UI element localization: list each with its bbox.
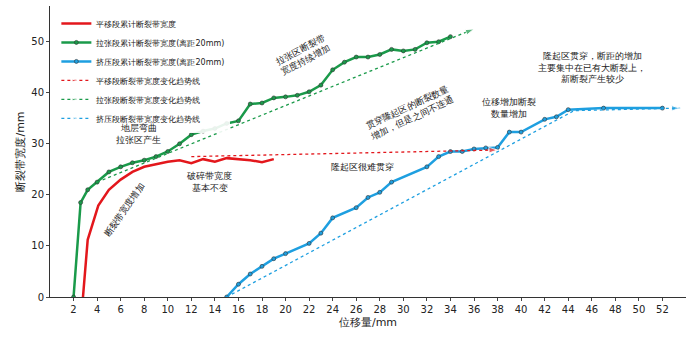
svg-text:断裂带宽度增加: 断裂带宽度增加 bbox=[102, 181, 146, 238]
svg-text:位移增加断裂数量增加: 位移增加断裂数量增加 bbox=[482, 97, 536, 119]
svg-text:24: 24 bbox=[326, 304, 339, 315]
svg-text:10: 10 bbox=[161, 304, 174, 315]
svg-text:34: 34 bbox=[444, 304, 457, 315]
svg-text:6: 6 bbox=[117, 304, 123, 315]
svg-text:22: 22 bbox=[303, 304, 316, 315]
svg-text:20: 20 bbox=[31, 189, 44, 200]
svg-text:40: 40 bbox=[31, 87, 44, 98]
svg-text:8: 8 bbox=[141, 304, 147, 315]
svg-text:30: 30 bbox=[31, 138, 44, 149]
svg-text:平移段累计断裂带宽度: 平移段累计断裂带宽度 bbox=[96, 20, 176, 29]
svg-text:18: 18 bbox=[256, 304, 269, 315]
svg-text:50: 50 bbox=[633, 304, 646, 315]
svg-text:拉张区断裂带宽度持续增加: 拉张区断裂带宽度持续增加 bbox=[274, 33, 332, 78]
svg-text:28: 28 bbox=[373, 304, 386, 315]
svg-text:隆起区很难贯穿: 隆起区很难贯穿 bbox=[331, 162, 394, 172]
svg-text:46: 46 bbox=[585, 304, 598, 315]
svg-text:2: 2 bbox=[70, 304, 76, 315]
svg-text:4: 4 bbox=[94, 304, 100, 315]
svg-text:挤压段累计断裂带宽度(离距20mm): 挤压段累计断裂带宽度(离距20mm) bbox=[96, 58, 224, 67]
svg-text:42: 42 bbox=[538, 304, 551, 315]
svg-text:拉张段断裂带宽度变化趋势线: 拉张段断裂带宽度变化趋势线 bbox=[96, 96, 200, 105]
svg-text:44: 44 bbox=[562, 304, 575, 315]
svg-text:断裂带宽度/mm: 断裂带宽度/mm bbox=[14, 111, 27, 191]
svg-text:地层弯曲拉张区产生: 地层弯曲拉张区产生 bbox=[116, 123, 161, 145]
svg-text:38: 38 bbox=[491, 304, 504, 315]
svg-text:10: 10 bbox=[31, 240, 44, 251]
svg-text:破碎带宽度基本不变: 破碎带宽度基本不变 bbox=[186, 171, 232, 193]
svg-text:拉张段累计断裂带宽度(离距20mm): 拉张段累计断裂带宽度(离距20mm) bbox=[96, 39, 224, 48]
svg-text:挤压段断裂带宽度变化趋势线: 挤压段断裂带宽度变化趋势线 bbox=[96, 115, 200, 124]
svg-text:30: 30 bbox=[397, 304, 410, 315]
svg-text:40: 40 bbox=[515, 304, 528, 315]
svg-text:26: 26 bbox=[350, 304, 363, 315]
svg-text:12: 12 bbox=[185, 304, 198, 315]
svg-text:36: 36 bbox=[468, 304, 481, 315]
svg-text:32: 32 bbox=[421, 304, 434, 315]
svg-text:20: 20 bbox=[279, 304, 292, 315]
svg-text:0: 0 bbox=[38, 292, 44, 303]
svg-text:50: 50 bbox=[31, 36, 44, 47]
svg-text:48: 48 bbox=[609, 304, 622, 315]
svg-text:隆起区贯穿，断距的增加主要集中在已有大断裂上，新断裂产生较少: 隆起区贯穿，断距的增加主要集中在已有大断裂上，新断裂产生较少 bbox=[538, 51, 646, 84]
svg-text:14: 14 bbox=[209, 304, 222, 315]
svg-text:位移量/mm: 位移量/mm bbox=[339, 316, 397, 329]
svg-text:贯穿隆起区的断裂数量增加，但是之间不连通: 贯穿隆起区的断裂数量增加，但是之间不连通 bbox=[363, 84, 455, 142]
svg-text:16: 16 bbox=[232, 304, 245, 315]
svg-text:52: 52 bbox=[656, 304, 669, 315]
svg-text:平移段断裂带宽度变化趋势线: 平移段断裂带宽度变化趋势线 bbox=[96, 77, 200, 86]
